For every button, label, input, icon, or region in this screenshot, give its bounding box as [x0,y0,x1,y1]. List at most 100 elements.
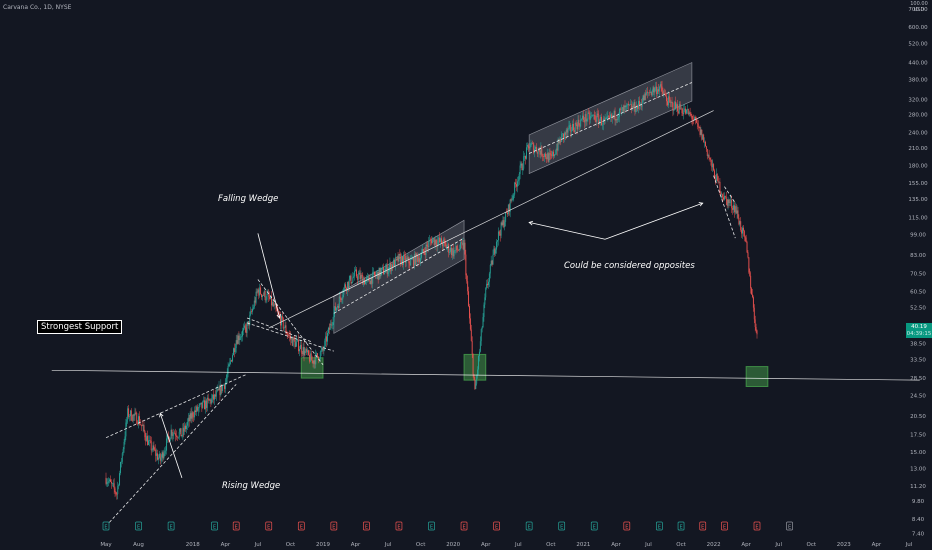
candle-body [631,105,633,110]
candle-body [340,298,342,300]
candle-body [540,146,542,155]
candle-body [737,210,739,218]
candle-body [593,114,595,116]
time-tick-label: 2023 [837,542,851,548]
candle-body [186,421,188,426]
candle-body [668,96,670,100]
candle-body [695,117,696,120]
event-letter: E [788,525,791,531]
event-marker-upcoming [786,521,793,531]
candle-body [649,91,651,93]
candle-body [399,254,401,256]
symbol-title[interactable]: Carvana Co., 1D, NYSE [3,4,72,11]
candle-body [141,425,143,427]
candle-body [726,199,728,206]
candle-body [495,249,497,254]
candle-body [680,108,682,110]
candle-body [633,102,635,109]
candle-body [575,123,577,125]
candle-body [214,394,216,397]
candle-body [369,281,371,284]
candle-body [235,340,237,349]
candle-body [392,264,394,268]
candle-body [336,307,338,311]
candle-body [630,104,632,110]
candle-body [619,108,621,117]
candle-body [618,116,620,119]
candle-body [503,220,505,227]
candle-body [136,412,138,424]
candle-body [299,344,301,350]
candle-body [365,278,367,281]
candle-body [156,453,158,456]
candle-body [471,341,473,355]
candle-body [192,412,194,417]
candle-body [605,118,607,120]
candle-body [251,311,253,312]
candle-body [549,153,551,155]
candle-body [186,425,187,430]
candle-body [157,453,158,460]
candle-body [705,146,707,150]
candle-body [167,435,168,439]
candle-body [193,416,195,418]
price-axis: 7.40 8.40 9.80 11.20 13.00 15.00 17.50 20.50 24.… [908,7,928,538]
candle-body [609,116,611,118]
candle-body [415,253,417,265]
candle-body [298,339,300,352]
candle-body [491,260,493,265]
candle-body [105,477,107,484]
candle-body [567,128,569,133]
candle-body [738,217,740,225]
candle-body [387,270,389,275]
candle-body [407,257,409,259]
candle-body [647,91,649,93]
candle-body [684,108,686,111]
candle-body [523,156,525,169]
candle-body [208,399,210,401]
candle-body [469,318,471,330]
candle-body [130,410,132,421]
candle-body [696,122,698,124]
candle-body [314,360,316,365]
candle-body [448,244,450,253]
candle-body [409,263,411,266]
candle-body [454,250,456,251]
candle-body [751,288,753,295]
candle-body [729,202,731,203]
candle-body [462,242,464,249]
candle-body [118,485,120,486]
candle-body [109,479,111,482]
candle-body [648,92,649,94]
candle-body [195,406,197,412]
candle-body [375,273,377,276]
candle-body [547,153,549,162]
candle-body [283,327,285,329]
candle-body [635,111,637,113]
price-tick-label: 24.50 [910,394,926,400]
candle-body [628,103,630,106]
candle-body [624,105,626,108]
drop-2022-b [724,186,736,204]
candle-body [733,205,734,210]
candle-body [209,399,211,401]
candle-body [480,329,482,342]
candle-body [265,299,267,301]
candle-body [333,312,335,323]
price-tick-label: 70.50 [910,272,926,278]
candle-body [377,271,379,280]
candle-body [700,129,702,135]
candle-body [604,119,606,121]
price-tick-label: 99.00 [910,233,926,239]
event-letter: E [137,525,140,531]
candle-body [573,123,574,131]
candle-body [617,118,619,121]
support-zone-2022 [745,366,769,388]
event-marker-dividend [167,521,175,531]
candle-body [374,271,375,275]
candle-body [381,267,383,271]
candle-body [708,155,710,159]
candle-body [429,239,431,242]
